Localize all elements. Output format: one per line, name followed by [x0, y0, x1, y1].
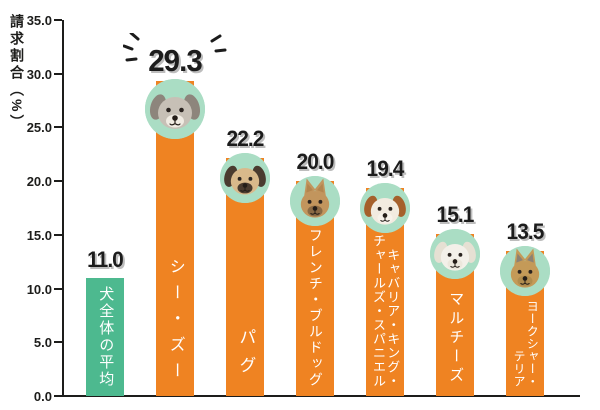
bar-label-line: フレンチ・ブルドッグ	[307, 227, 324, 388]
y-tick-label: 20.0	[26, 174, 52, 190]
y-tick-label: 30.0	[26, 66, 52, 82]
y-tick-label: 0.0	[33, 389, 52, 404]
y-tick-mark	[54, 341, 62, 344]
cavalier-king-charles-spaniel-dog-icon	[360, 182, 410, 233]
y-axis-title: 請求割合（%）	[9, 14, 25, 132]
y-tick-mark	[54, 287, 62, 290]
value-label-shih-tzu: 29.3	[148, 43, 202, 79]
bar-label-line: チャールズ・スパニエル	[371, 233, 386, 388]
maltese-dog-icon	[430, 228, 480, 279]
value-label-average-all-dogs: 11.0	[87, 246, 124, 272]
photo-circle-maltese	[430, 228, 480, 279]
shih-tzu-dog-icon	[145, 79, 205, 140]
y-axis-line	[62, 20, 64, 396]
value-label-maltese: 15.1	[436, 201, 475, 227]
y-tick-label: 15.0	[26, 227, 52, 243]
bar-label-maltese: マルチーズ	[436, 234, 474, 396]
photo-circle-shih-tzu	[145, 79, 205, 140]
y-tick-mark	[54, 395, 62, 397]
y-tick-mark	[54, 126, 62, 129]
y-tick-label: 35.0	[26, 13, 52, 28]
bar-average-all-dogs: 犬全体の平均	[86, 277, 124, 396]
y-tick-mark	[54, 72, 62, 75]
yorkshire-terrier-dog-icon	[500, 245, 550, 296]
y-tick-mark	[54, 19, 62, 21]
photo-circle-french-bulldog	[290, 176, 340, 227]
photo-circle-pug	[220, 152, 270, 203]
bar-label-line: 犬全体の平均	[97, 285, 115, 388]
bar-label-cavalier-king-charles-spaniel: キャバリア・キング・ チャールズ・スパニエル	[366, 188, 404, 396]
bar-label-average-all-dogs: 犬全体の平均	[86, 278, 124, 396]
bar-label-line: ヨークシャー・	[525, 300, 540, 388]
bar-label-line: キャバリア・キング・	[385, 247, 401, 388]
pug-dog-icon	[220, 152, 270, 203]
y-tick-mark	[54, 233, 62, 236]
value-label-pug: 22.2	[226, 125, 265, 151]
bar-label-line: マルチーズ	[447, 290, 465, 386]
value-label-cavalier-king-charles-spaniel: 19.4	[366, 155, 405, 181]
bar-label-pug: パグ	[226, 158, 264, 396]
bar-label-line: シー・ズー	[166, 257, 184, 388]
y-tick-mark	[54, 180, 62, 183]
x-axis-line	[62, 395, 580, 397]
value-label-yorkshire-terrier: 13.5	[506, 218, 545, 244]
bar-label-shih-tzu: シー・ズー	[156, 81, 194, 396]
photo-circle-yorkshire-terrier	[500, 245, 550, 296]
y-tick-label: 5.0	[33, 335, 52, 351]
french-bulldog-dog-icon	[290, 176, 340, 227]
bar-label-french-bulldog: フレンチ・ブルドッグ	[296, 181, 334, 396]
bar-label-line: パグ	[236, 327, 256, 384]
value-label-french-bulldog: 20.0	[296, 149, 335, 175]
photo-circle-cavalier-king-charles-spaniel	[360, 182, 410, 233]
y-tick-label: 10.0	[26, 281, 52, 297]
bar-label-yorkshire-terrier: ヨークシャー・ テリア	[506, 251, 544, 396]
bar-label-line: テリア	[512, 350, 526, 388]
y-tick-label: 25.0	[26, 120, 52, 136]
